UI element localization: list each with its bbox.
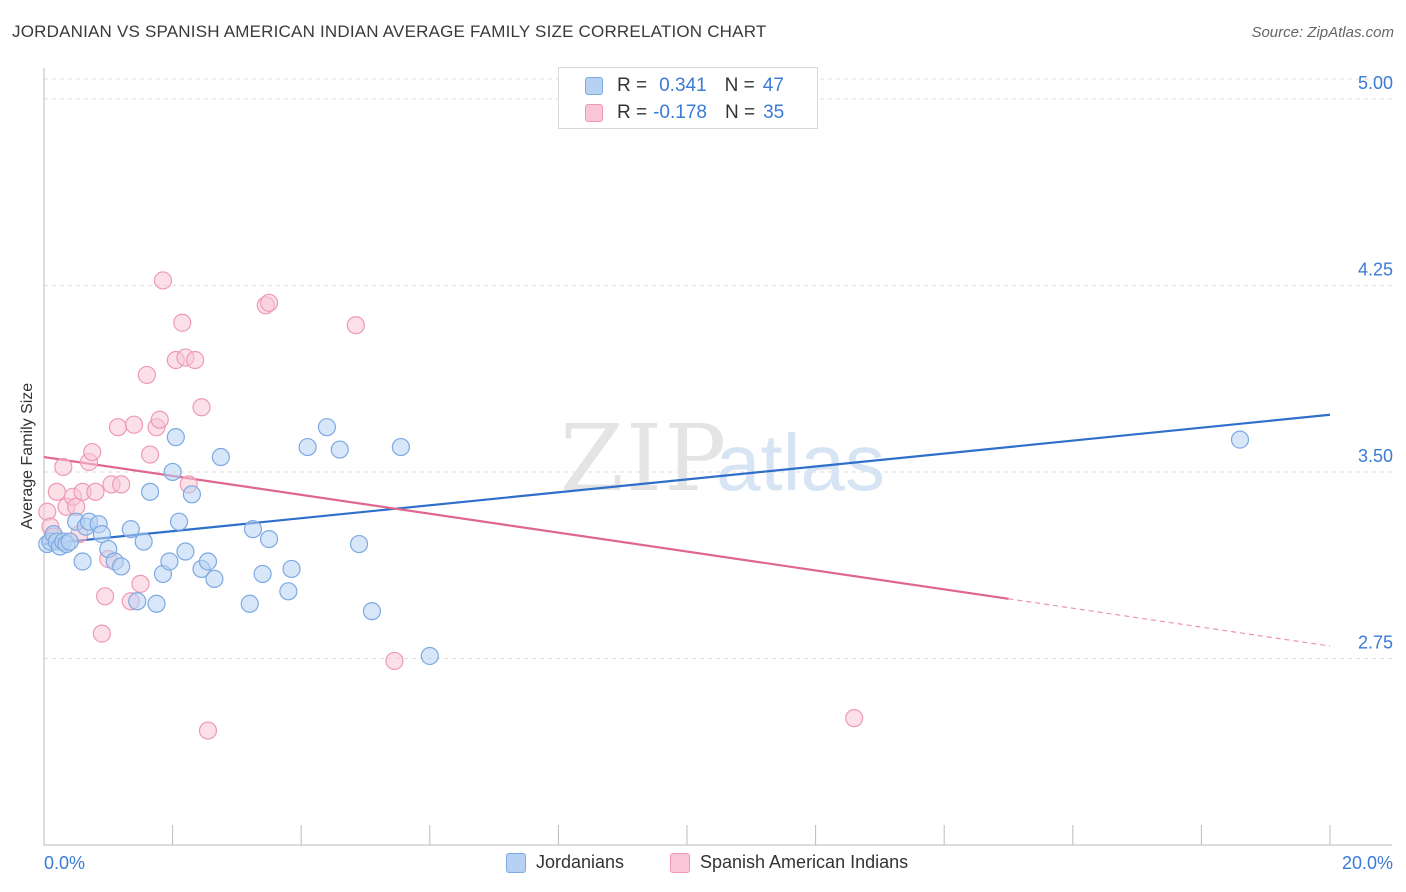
jordanian-point xyxy=(317,418,337,437)
legend-row-jordanians: R = 0.341 N = 47 xyxy=(585,74,784,98)
jordanian-point xyxy=(198,552,218,571)
spanish-american-indian-point xyxy=(95,587,115,606)
spanish-american-indian-point xyxy=(83,442,102,462)
n-value: 47 xyxy=(762,75,784,96)
legend-swatch-pink xyxy=(585,104,603,122)
jordanian-point xyxy=(169,512,189,531)
n-label: N = xyxy=(724,102,756,123)
spanish-american-indian-point xyxy=(124,415,144,434)
legend-item-spanish-american-indians: Spanish American Indians xyxy=(670,852,908,873)
grid-lines xyxy=(44,78,1392,659)
jordanian-point xyxy=(298,437,317,457)
jordanian-point xyxy=(160,552,179,571)
jordanian-point xyxy=(73,552,92,571)
legend-label: Spanish American Indians xyxy=(700,852,909,872)
series-legend: Jordanians Spanish American Indians xyxy=(0,852,1406,876)
legend-label: Jordanians xyxy=(536,852,625,872)
stats-legend: R = 0.341 N = 47 R = -0.178 N = 35 xyxy=(558,67,818,129)
spanish-american-indian-point xyxy=(131,574,150,593)
legend-swatch-blue xyxy=(506,852,526,873)
jordanian-point xyxy=(1230,430,1250,449)
jordanian-point xyxy=(182,485,201,504)
jordanian-point xyxy=(391,437,410,457)
jordanian-point xyxy=(279,582,298,601)
spanish-american-indian-point xyxy=(845,709,864,728)
r-value: -0.178 xyxy=(653,102,707,123)
spanish-american-indian-trend-extension xyxy=(1008,598,1331,647)
spanish-american-indian-point xyxy=(192,398,211,417)
spanish-american-indian-point xyxy=(346,316,365,335)
watermark: ZIP atlas xyxy=(560,405,885,512)
jordanian-point xyxy=(420,646,439,666)
spanish-american-indian-point xyxy=(112,475,131,494)
spanish-american-indian-point xyxy=(108,418,128,437)
jordanian-point xyxy=(362,602,382,621)
n-label: N = xyxy=(724,75,755,96)
x-tick-label: 0.0% xyxy=(44,853,85,873)
data-points xyxy=(38,271,1250,740)
jordanian-point xyxy=(205,569,224,588)
spanish-american-indian-point xyxy=(86,482,105,501)
jordanian-point xyxy=(176,542,195,561)
legend-row-spanish-american-indians: R = -0.178 N = 35 xyxy=(585,101,784,125)
r-value: 0.341 xyxy=(659,75,707,96)
y-tick-label: 4.25 xyxy=(1358,259,1393,279)
spanish-american-indian-point xyxy=(47,482,66,501)
spanish-american-indian-point xyxy=(173,313,192,332)
spanish-american-indian-trend-line xyxy=(43,455,1009,600)
y-tick-labels: 2.75 3.50 4.25 5.00 xyxy=(1358,73,1393,653)
spanish-american-indian-point xyxy=(92,624,111,643)
jordanian-point xyxy=(163,462,182,482)
jordanian-point xyxy=(134,532,153,551)
jordanian-point xyxy=(112,557,131,576)
spanish-american-indian-point xyxy=(385,651,404,671)
jordanian-point xyxy=(330,440,349,459)
jordanian-point xyxy=(140,482,160,501)
spanish-american-indian-point xyxy=(140,445,160,464)
jordanian-point xyxy=(147,594,166,613)
jordanian-point xyxy=(240,594,259,613)
spanish-american-indian-point xyxy=(198,721,218,740)
spanish-american-indian-point xyxy=(153,271,173,290)
jordanian-point xyxy=(282,559,301,579)
y-tick-label: 5.00 xyxy=(1358,73,1393,93)
chart-title: JORDANIAN VS SPANISH AMERICAN INDIAN AVE… xyxy=(12,22,767,41)
jordanian-point xyxy=(166,428,185,447)
spanish-american-indian-point xyxy=(259,293,279,312)
spanish-american-indian-point xyxy=(186,350,205,370)
legend-swatch-blue xyxy=(585,77,603,95)
watermark-zip: ZIP xyxy=(560,405,728,512)
x-tick-label: 20.0% xyxy=(1342,853,1393,873)
jordanian-point xyxy=(349,534,369,554)
jordanian-point xyxy=(243,520,263,539)
source-label: Source: ZipAtlas.com xyxy=(1251,24,1394,41)
spanish-american-indian-point xyxy=(150,410,169,429)
y-tick-label: 3.50 xyxy=(1358,446,1393,466)
legend-swatch-pink xyxy=(670,852,690,873)
r-label: R = xyxy=(617,102,648,123)
y-tick-label: 2.75 xyxy=(1358,632,1393,652)
spanish-american-indian-point xyxy=(137,365,156,385)
n-value: 35 xyxy=(763,102,785,123)
jordanian-point xyxy=(60,532,79,551)
jordanian-point xyxy=(253,564,272,584)
jordanian-point xyxy=(121,520,140,539)
spanish-american-indian-point xyxy=(38,502,57,521)
jordanian-point xyxy=(211,447,230,467)
legend-item-jordanians: Jordanians xyxy=(506,852,624,873)
r-label: R = xyxy=(617,75,648,96)
x-tick-labels: 0.0% 20.0% xyxy=(44,853,1393,873)
spanish-american-indian-point xyxy=(54,457,73,477)
jordanian-point xyxy=(128,592,147,611)
axes xyxy=(43,68,1392,846)
jordanian-point xyxy=(259,529,279,549)
